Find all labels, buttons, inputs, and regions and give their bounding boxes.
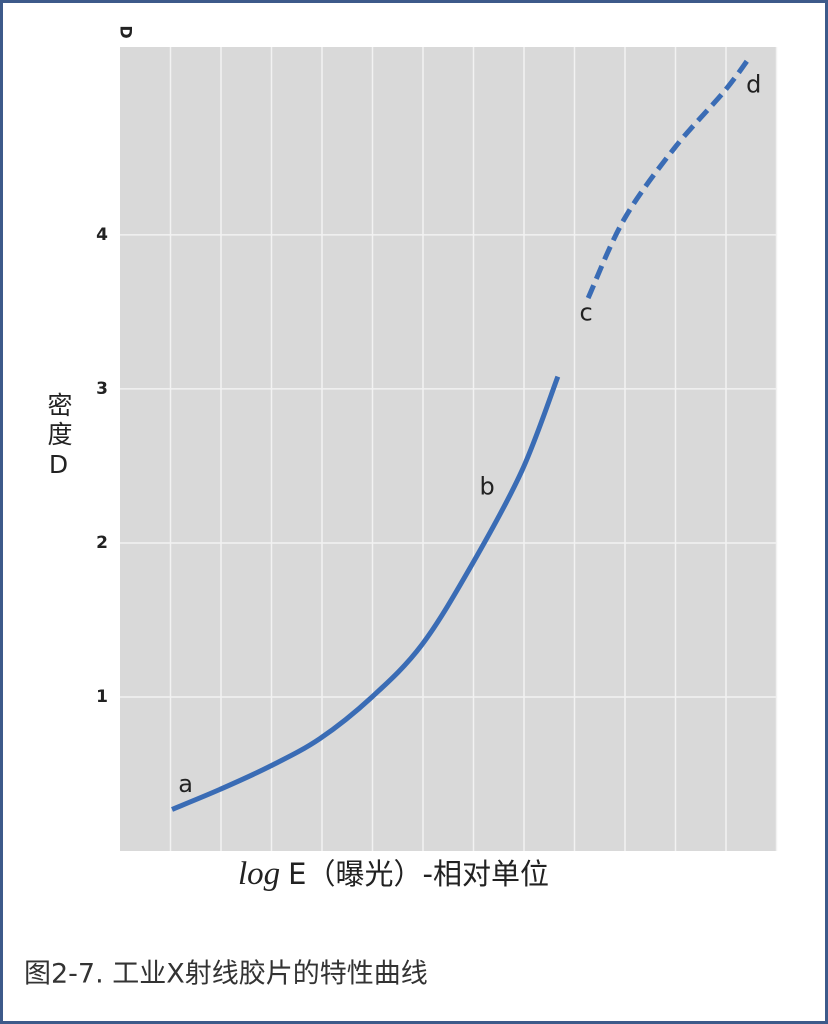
y-axis-label: 密度D <box>44 392 73 483</box>
y-tick-label: 1 <box>96 687 108 707</box>
x-label-math: log <box>238 856 280 892</box>
curve-label: a <box>178 770 193 798</box>
plot-area <box>120 47 777 851</box>
y-tick-label: 2 <box>96 533 108 553</box>
x-axis-label: log E（曝光）-相对单位 <box>238 856 549 892</box>
y-tick-label: 4 <box>96 225 108 245</box>
curve-label: b <box>480 473 495 501</box>
curve <box>171 375 561 812</box>
curve <box>585 57 751 300</box>
plot <box>120 47 778 851</box>
top-label: D <box>117 25 136 38</box>
curve-label: c <box>580 298 593 326</box>
y-tick-label: 3 <box>96 379 108 399</box>
x-label-text: E（曝光）-相对单位 <box>288 857 549 891</box>
caption: 图2-7. 工业X射线胶片的特性曲线 <box>24 959 428 990</box>
curve-label: d <box>746 71 761 99</box>
